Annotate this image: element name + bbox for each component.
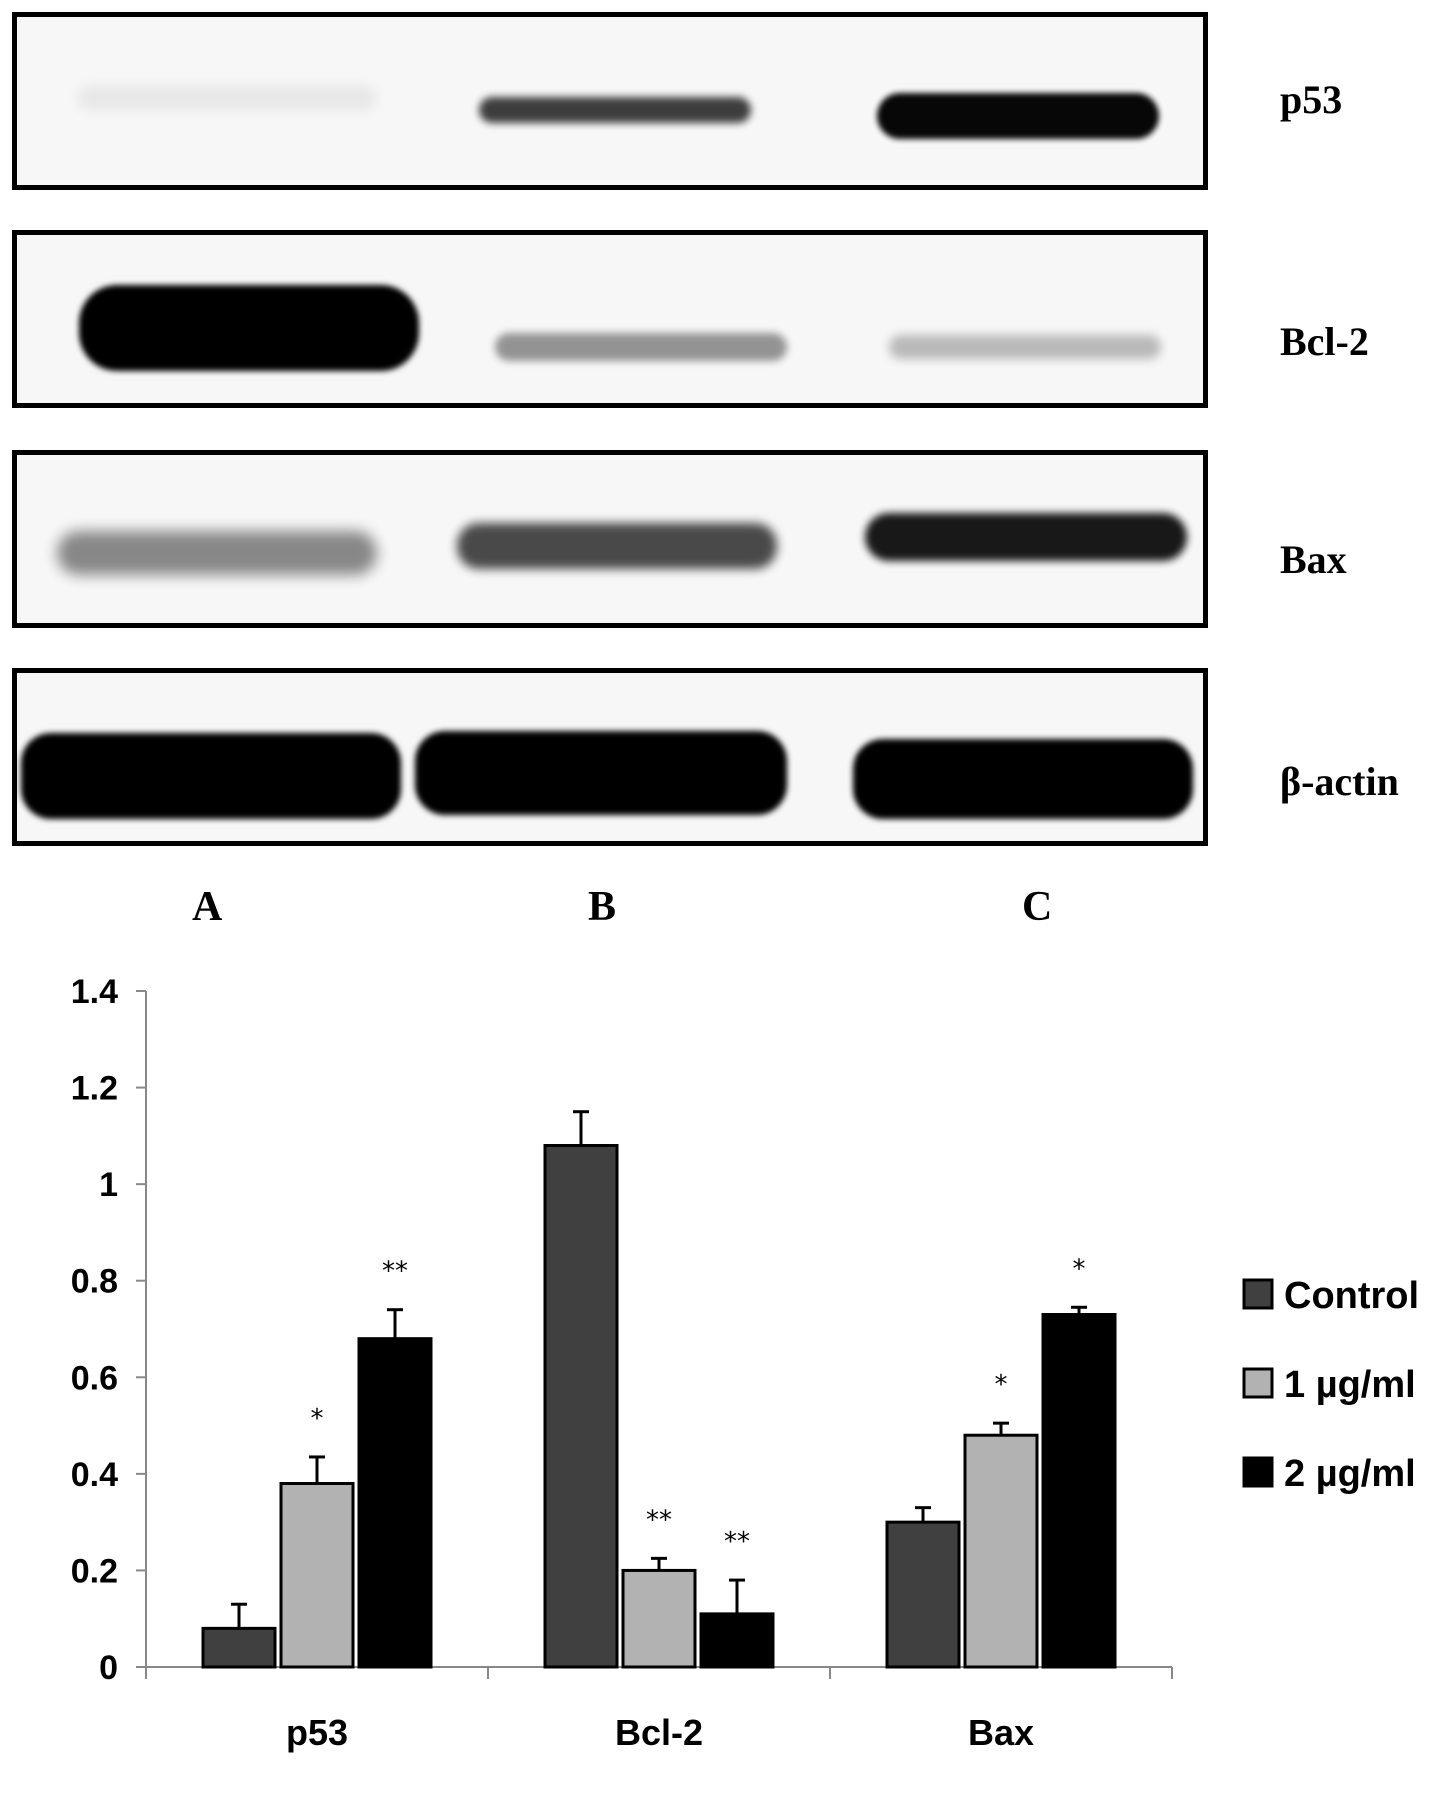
bar: [279, 1482, 355, 1669]
significance-marker: **: [382, 1257, 408, 1287]
band-bax-lane-c: [865, 513, 1187, 561]
significance-marker: *: [1073, 1254, 1086, 1284]
band-bcl2-lane-b: [495, 333, 787, 361]
significance-marker: **: [724, 1527, 750, 1557]
blot-panel-p53: [12, 12, 1208, 190]
lane-label-b: B: [588, 884, 617, 930]
blot-label-p53: p53: [1280, 77, 1343, 122]
legend-label: Control: [1284, 1275, 1419, 1317]
band-p53-lane-c: [877, 93, 1159, 139]
band-bax-lane-b: [457, 523, 777, 569]
y-tick-label: 0.2: [71, 1552, 118, 1590]
lane-label-c: C: [1022, 884, 1053, 930]
band-beta-actin-lane-c: [853, 739, 1193, 819]
legend-label: 2 µg/ml: [1284, 1453, 1416, 1495]
blot-label-beta-actin: β-actin: [1280, 759, 1399, 804]
band-bcl2-lane-a: [79, 285, 419, 371]
legend-swatch: [1242, 1456, 1274, 1488]
y-tick-label: 1: [99, 1166, 118, 1204]
legend-swatch: [1242, 1278, 1274, 1310]
x-category-label: Bcl-2: [615, 1712, 703, 1753]
bar: [201, 1626, 277, 1669]
bar: [885, 1520, 961, 1669]
bar-chart: 00.20.40.60.811.21.4***p53****Bcl-2**Bax…: [71, 973, 1419, 1753]
bar: [1041, 1313, 1117, 1669]
y-tick-label: 0.6: [71, 1359, 118, 1397]
band-beta-actin-lane-b: [415, 731, 787, 815]
blot-panel-beta-actin: [12, 668, 1208, 846]
bar: [621, 1568, 697, 1669]
blot-label-bcl2: Bcl-2: [1280, 319, 1369, 364]
bar: [963, 1433, 1039, 1669]
blot-panel-bax: [12, 450, 1208, 628]
legend-label: 1 µg/ml: [1284, 1364, 1416, 1406]
y-tick-label: 0.8: [71, 1263, 118, 1301]
band-p53-lane-b: [479, 97, 751, 123]
y-tick-label: 0.4: [71, 1456, 118, 1494]
band-beta-actin-lane-a: [21, 733, 401, 819]
y-tick-label: 0: [99, 1649, 118, 1687]
lane-label-a: A: [192, 884, 223, 930]
significance-marker: *: [995, 1370, 1008, 1400]
band-bcl2-lane-c: [889, 335, 1161, 359]
x-category-label: Bax: [968, 1712, 1034, 1753]
blot-label-bax: Bax: [1280, 537, 1347, 582]
significance-marker: **: [646, 1505, 672, 1535]
blot-panel-bcl2: [12, 230, 1208, 408]
band-bax-lane-a: [57, 531, 377, 575]
y-tick-label: 1.4: [71, 973, 118, 1011]
band-p53-lane-a: [77, 85, 377, 111]
bar: [699, 1612, 775, 1669]
y-tick-label: 1.2: [71, 1070, 118, 1108]
x-category-label: p53: [286, 1712, 348, 1753]
significance-marker: *: [311, 1404, 324, 1434]
bar: [543, 1144, 619, 1669]
bar: [357, 1337, 433, 1669]
legend-swatch: [1242, 1367, 1274, 1399]
